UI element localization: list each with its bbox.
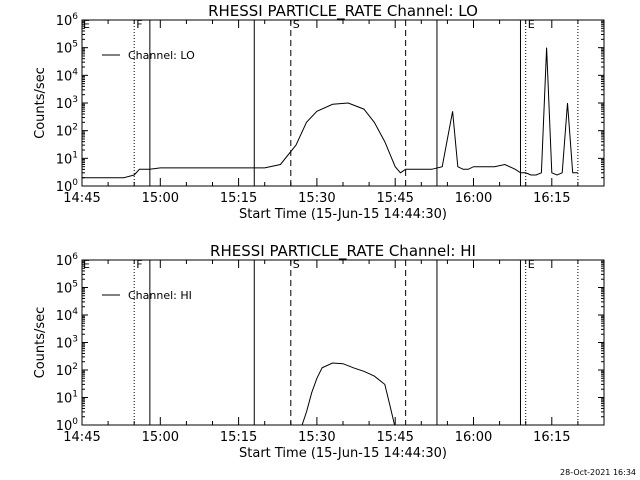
x-tick-label: 16:00 (455, 430, 492, 445)
x-tick-label: 15:45 (376, 191, 413, 206)
marker-label: F (136, 258, 142, 271)
y-tick-label: 101 (56, 390, 78, 407)
y-tick-label: 106 (56, 252, 79, 269)
marker-label: S (293, 258, 300, 271)
x-tick-label: 16:15 (533, 430, 570, 445)
chart-title: RHESSI PARTICLE_RATE Channel: LO (208, 2, 478, 21)
marker-label: E (83, 258, 90, 271)
x-tick-label: 15:00 (142, 191, 179, 206)
marker-label: F (136, 18, 142, 31)
marker-label: E (83, 18, 90, 31)
date-stamp: 28-Oct-2021 16:34 (560, 468, 636, 477)
marker-label: S (293, 18, 300, 31)
y-tick-label: 102 (56, 123, 78, 140)
chart-title: RHESSI PARTICLE_RATE Channel: HI (210, 242, 476, 261)
y-tick-label: 101 (56, 150, 78, 167)
panel-hi: RHESSI PARTICLE_RATE Channel: HI 100 101 10… (33, 242, 605, 461)
x-tick-label: 15:30 (298, 191, 335, 206)
y-tick-label: 104 (56, 67, 79, 84)
x-tick-label: 16:15 (533, 191, 570, 206)
panel-lo: RHESSI PARTICLE_RATE Channel: LO 100 101 10… (33, 2, 605, 222)
y-tick-label: 105 (56, 40, 78, 57)
x-tick-label: 15:15 (220, 191, 257, 206)
marker-label: E (528, 258, 535, 271)
y-tick-label: 103 (56, 335, 78, 352)
y-tick-label: 103 (56, 95, 78, 112)
series-line (301, 362, 396, 425)
x-tick-label: 16:00 (455, 191, 492, 206)
y-tick-label: 102 (56, 362, 78, 379)
x-tick-label: 14:45 (63, 430, 100, 445)
x-tick-label: 15:30 (298, 430, 335, 445)
x-axis-label: Start Time (15-Jun-15 14:44:30) (239, 207, 447, 222)
y-tick-label: 106 (56, 12, 79, 29)
x-tick-label: 15:15 (220, 430, 257, 445)
marker-label: E (528, 18, 535, 31)
y-axis-label: Counts/sec (33, 307, 48, 379)
x-tick-label: 14:45 (63, 191, 100, 206)
x-tick-label: 15:00 (142, 430, 179, 445)
x-axis-label: Start Time (15-Jun-15 14:44:30) (239, 446, 447, 461)
y-tick-label: 105 (56, 280, 78, 297)
y-tick-label: 104 (56, 307, 79, 324)
y-tick-label: 100 (56, 178, 79, 195)
legend-label: Channel: LO (128, 49, 195, 62)
y-axis-label: Counts/sec (33, 67, 48, 139)
y-tick-label: 100 (56, 417, 79, 434)
x-tick-label: 15:45 (376, 430, 413, 445)
series-line (82, 47, 578, 179)
legend-label: Channel: HI (128, 289, 192, 302)
